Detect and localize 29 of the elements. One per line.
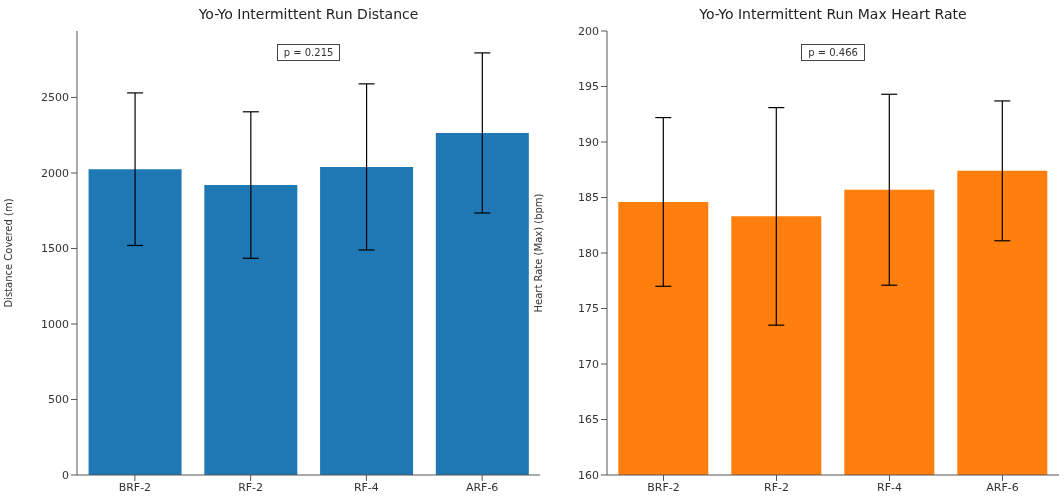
- y-tick-label: 0: [62, 468, 69, 482]
- y-tick-label: 2500: [41, 91, 69, 105]
- x-tick-label: RF-4: [877, 480, 902, 494]
- y-tick-label: 2000: [41, 166, 69, 180]
- y-tick-label: 200: [578, 24, 599, 38]
- y-tick-label: 1000: [41, 317, 69, 331]
- y-tick-label: 1500: [41, 242, 69, 256]
- y-tick-label: 170: [578, 357, 599, 371]
- x-tick-label: BRF-2: [647, 480, 680, 494]
- annotation: p = 0.215: [276, 44, 341, 61]
- y-tick-label: 175: [578, 302, 599, 316]
- y-tick-label: 500: [48, 393, 69, 407]
- y-tick-label: 160: [578, 468, 599, 482]
- x-tick-label: BRF-2: [118, 480, 152, 494]
- x-tick-label: RF-2: [764, 480, 789, 494]
- y-axis-title: Distance Covered (m): [2, 198, 14, 308]
- y-tick-label: 195: [578, 80, 599, 94]
- x-tick-label: ARF-6: [986, 480, 1019, 494]
- y-tick-label: 185: [578, 191, 599, 205]
- chart-title: Yo-Yo Intermittent Run Max Heart Rate: [698, 6, 968, 22]
- y-axis-title: Heart Rate (Max) (bpm): [532, 193, 544, 313]
- y-tick-label: 190: [578, 135, 599, 149]
- y-tick-label: 165: [578, 413, 599, 427]
- x-tick-label: RF-4: [353, 480, 379, 494]
- x-tick-label: ARF-6: [465, 480, 499, 494]
- y-tick-label: 180: [578, 246, 599, 260]
- x-tick-label: RF-2: [238, 480, 264, 494]
- annotation: p = 0.466: [801, 44, 865, 61]
- chart-title: Yo-Yo Intermittent Run Distance: [197, 6, 420, 22]
